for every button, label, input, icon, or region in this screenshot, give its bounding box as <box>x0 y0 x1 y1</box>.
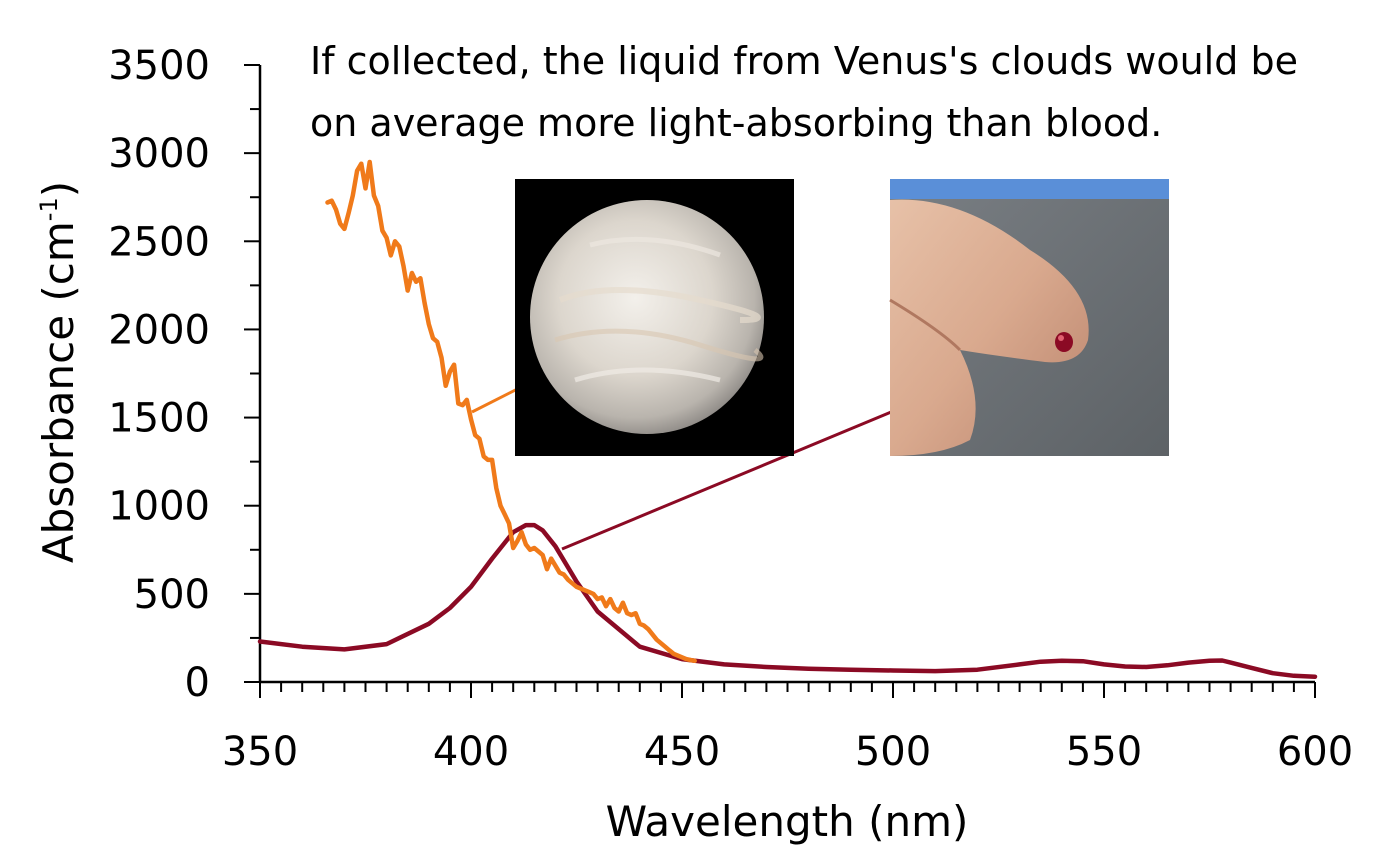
x-tick-label: 600 <box>1277 729 1353 775</box>
y-tick-label: 1500 <box>108 396 210 442</box>
y-tick-label: 0 <box>185 660 210 706</box>
y-tick-label: 2000 <box>108 307 210 353</box>
y-tick-label: 3000 <box>108 131 210 177</box>
annotation-line-1: If collected, the liquid from Venus's cl… <box>310 39 1298 83</box>
y-tick-label: 1000 <box>108 484 210 530</box>
x-tick-label: 550 <box>1066 729 1142 775</box>
x-axis-title: Wavelength (nm) <box>606 797 969 846</box>
x-tick-label: 500 <box>855 729 931 775</box>
venus-image <box>515 179 794 456</box>
axes <box>244 64 1316 698</box>
y-axis-title-close: ) <box>34 181 83 197</box>
series-layer <box>257 159 1318 679</box>
tick-labels: 350 400 450 500 550 600 0 500 1000 1500 2000 2500 30… <box>108 43 1353 775</box>
y-axis-title-sup: -1 <box>35 197 63 221</box>
y-axis-title: Absorbance (cm-1) <box>34 181 83 563</box>
y-tick-label: 2500 <box>108 219 210 265</box>
x-tick-label: 400 <box>433 729 509 775</box>
x-tick-label: 450 <box>644 729 720 775</box>
y-tick-label: 3500 <box>108 43 210 89</box>
blood-line <box>257 522 1318 679</box>
x-tick-label: 350 <box>222 729 298 775</box>
venus-cloud-liquid-line <box>325 159 697 664</box>
blood-drop-image <box>889 179 1169 457</box>
y-axis-title-main: Absorbance (cm <box>34 221 83 563</box>
y-tick-label: 500 <box>134 572 210 618</box>
annotation-line-2: on average more light-absorbing than blo… <box>310 101 1162 145</box>
